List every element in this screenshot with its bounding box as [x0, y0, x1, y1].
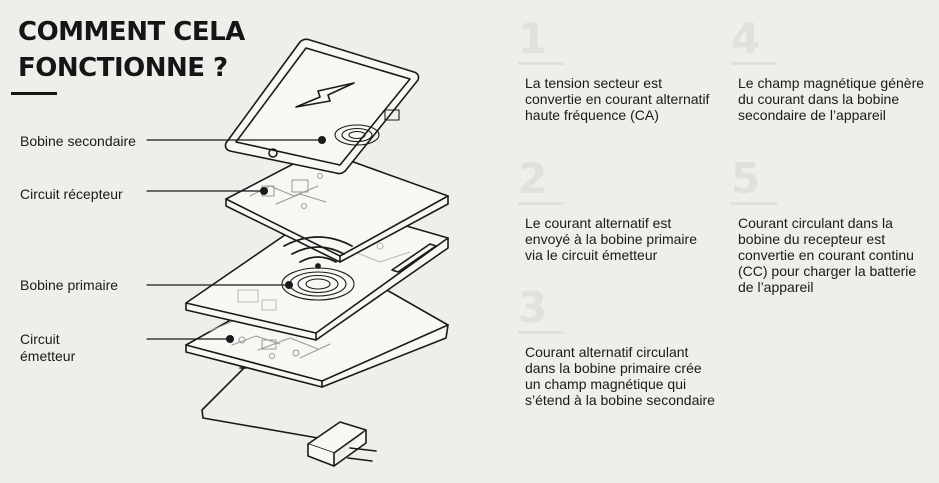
step-number: 1 [518, 14, 548, 63]
label-receiver-circuit: Circuit récepteur [20, 186, 123, 202]
step-underline [518, 331, 564, 334]
power-plug-icon [307, 421, 377, 467]
step-3: 3 Courant alternatif circulant dans la b… [518, 283, 715, 408]
step-text: Le champ magnétique génère du courant da… [738, 75, 925, 123]
label-emitter-circuit: Circuit émetteur [20, 331, 76, 364]
step-5: 5 Courant circulant dans la bobine du re… [731, 154, 921, 295]
title-underline [11, 92, 57, 95]
step-text: La tension secteur est convertie en cour… [525, 75, 710, 123]
leader-dots [226, 136, 326, 343]
step-underline [518, 62, 564, 65]
step-underline [731, 202, 777, 205]
primary-coil [281, 267, 355, 301]
step-text: Courant circulant dans la bobine du rece… [738, 215, 917, 295]
step-number: 3 [518, 283, 548, 332]
step-underline [731, 62, 777, 65]
wireless-signal-icon [283, 236, 353, 269]
secondary-coil [334, 109, 400, 146]
title-line-1: COMMENT CELA [18, 17, 245, 47]
step-1: 1 La tension secteur est convertie en co… [518, 14, 709, 123]
step-text: Le courant alternatif est envoyé à la bo… [525, 215, 697, 263]
step-text: Courant alternatif circulant dans la bob… [525, 344, 715, 408]
step-number: 4 [731, 14, 761, 63]
leader-lines [146, 139, 321, 340]
step-2: 2 Le courant alternatif est envoyé à la … [518, 154, 708, 263]
step-number: 5 [731, 154, 761, 203]
label-secondary-coil: Bobine secondaire [20, 133, 136, 149]
lightning-bolt-icon [295, 82, 355, 108]
step-number: 2 [518, 154, 548, 203]
label-primary-coil: Bobine primaire [20, 277, 119, 293]
title-line-2: FONCTIONNE ? [18, 53, 228, 83]
phone [224, 38, 420, 175]
page-title: COMMENT CELA FONCTIONNE ? [18, 14, 245, 86]
step-underline [518, 202, 564, 205]
step-4: 4 Le champ magnétique génère du courant … [731, 14, 924, 123]
